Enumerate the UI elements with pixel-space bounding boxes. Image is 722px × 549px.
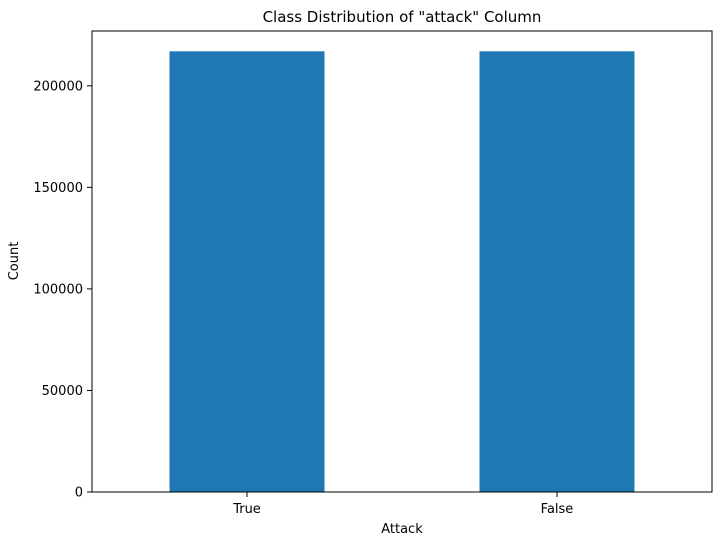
x-axis-ticks: True False — [232, 492, 573, 517]
bars-layer — [169, 51, 635, 492]
plot-area-frame — [91, 30, 713, 493]
x-tick-label: True — [232, 502, 261, 517]
bar-false — [479, 51, 635, 492]
chart-title: Class Distribution of "attack" Column — [263, 8, 542, 26]
x-axis-label: Attack — [381, 522, 423, 537]
y-axis-label: Count — [7, 242, 22, 281]
y-tick-label: 200000 — [33, 79, 83, 94]
bar-true — [169, 51, 325, 492]
x-tick-label: False — [541, 502, 574, 517]
y-axis-ticks: 0 50000 100000 150000 200000 — [33, 79, 92, 501]
y-tick-label: 50000 — [42, 384, 83, 399]
y-tick-label: 100000 — [33, 282, 83, 297]
y-tick-label: 150000 — [33, 181, 83, 196]
y-tick-label: 0 — [75, 486, 83, 501]
